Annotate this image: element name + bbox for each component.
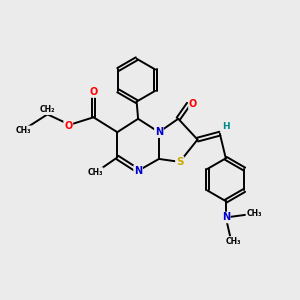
Text: S: S	[176, 157, 184, 167]
Text: CH₃: CH₃	[16, 126, 32, 135]
Text: H: H	[222, 122, 230, 131]
Text: CH₃: CH₃	[246, 208, 262, 217]
Text: CH₂: CH₂	[40, 105, 55, 114]
Text: O: O	[89, 87, 98, 97]
Text: CH₃: CH₃	[87, 168, 103, 177]
Text: O: O	[189, 99, 197, 109]
Text: N: N	[134, 166, 142, 176]
Text: O: O	[64, 121, 72, 131]
Text: N: N	[222, 212, 230, 223]
Text: N: N	[155, 127, 163, 137]
Text: CH₃: CH₃	[226, 237, 241, 246]
